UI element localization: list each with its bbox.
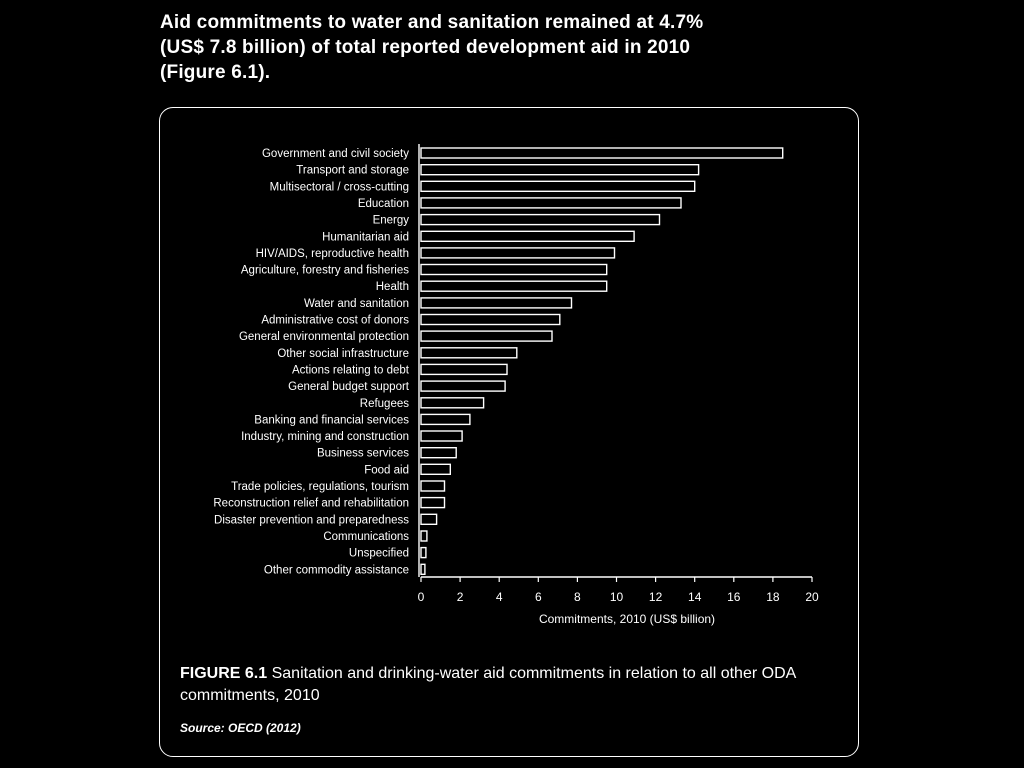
bar-19 — [420, 463, 451, 475]
category-label-16: Banking and financial services — [254, 414, 409, 426]
x-tick-label-1: 2 — [457, 590, 464, 604]
category-label-11: General environmental protection — [239, 331, 409, 343]
bar-4 — [420, 213, 661, 226]
category-label-19: Food aid — [364, 464, 409, 476]
category-label-5: Humanitarian aid — [322, 231, 409, 243]
bar-20 — [420, 480, 446, 492]
source-note: Source: OECD (2012) — [180, 721, 301, 735]
category-label-12: Other social infrastructure — [277, 348, 409, 360]
category-label-2: Multisectoral / cross-cutting — [270, 181, 409, 193]
category-label-13: Actions relating to debt — [292, 364, 410, 376]
bar-10 — [420, 313, 561, 326]
x-tick-label-5: 10 — [610, 590, 624, 604]
heading-line-2: (US$ 7.8 billion) of total reported deve… — [160, 37, 691, 58]
bar-8 — [420, 280, 608, 292]
category-label-0: Government and civil society — [262, 148, 409, 160]
category-label-23: Communications — [323, 531, 409, 543]
category-label-21: Reconstruction relief and rehabilitation — [213, 498, 409, 510]
bar-14 — [420, 380, 506, 392]
category-label-22: Disaster prevention and preparedness — [214, 514, 409, 526]
category-label-1: Transport and storage — [296, 165, 409, 177]
bar-24 — [420, 546, 427, 559]
category-label-4: Energy — [373, 215, 410, 227]
bar-12 — [420, 347, 518, 359]
category-label-15: Refugees — [360, 398, 409, 410]
bars-group — [420, 147, 784, 575]
bar-21 — [420, 496, 446, 509]
heading-line-3: (Figure 6.1). — [160, 62, 271, 83]
category-label-10: Administrative cost of donors — [261, 315, 409, 327]
category-label-9: Water and sanitation — [304, 298, 409, 310]
bar-18 — [420, 447, 457, 459]
bar-25 — [420, 563, 426, 575]
category-label-20: Trade policies, regulations, tourism — [231, 481, 409, 493]
category-label-7: Agriculture, forestry and fisheries — [241, 265, 409, 277]
caption-text: Sanitation and drinking-water aid commit… — [180, 665, 796, 704]
bar-11 — [420, 330, 553, 342]
x-tick-label-6: 12 — [649, 590, 663, 604]
bar-7 — [420, 263, 608, 276]
bar-0 — [420, 147, 784, 159]
category-label-24: Unspecified — [349, 548, 409, 560]
x-tick-label-4: 8 — [574, 590, 581, 604]
category-label-6: HIV/AIDS, reproductive health — [256, 248, 409, 260]
x-tick-label-2: 4 — [496, 590, 503, 604]
category-label-14: General budget support — [288, 381, 410, 393]
page-heading: Aid commitments to water and sanitation … — [160, 10, 860, 85]
caption-figure-label: FIGURE 6.1 — [180, 665, 268, 682]
figure-panel — [159, 107, 859, 757]
bar-17 — [420, 430, 463, 442]
bar-16 — [420, 413, 471, 426]
category-label-17: Industry, mining and construction — [241, 431, 409, 443]
x-axis-title: Commitments, 2010 (US$ billion) — [539, 612, 715, 626]
x-tick-label-3: 6 — [535, 590, 542, 604]
category-label-25: Other commodity assistance — [264, 564, 409, 576]
bar-15 — [420, 397, 485, 409]
bar-6 — [420, 247, 616, 259]
category-label-8: Health — [376, 281, 409, 293]
category-labels-group: Government and civil society Transport an… — [213, 148, 409, 576]
x-axis: 0 2 4 6 8 10 12 14 16 18 20 — [418, 144, 819, 604]
bar-9 — [420, 297, 573, 309]
bar-2 — [420, 180, 696, 193]
bar-5 — [420, 230, 635, 243]
category-label-3: Education — [358, 198, 409, 210]
category-label-18: Business services — [317, 448, 409, 460]
bar-22 — [420, 513, 438, 525]
figure-caption: FIGURE 6.1 Sanitation and drinking-water… — [180, 663, 840, 707]
heading-line-1: Aid commitments to water and sanitation … — [160, 12, 704, 33]
x-tick-label-7: 14 — [688, 590, 702, 604]
bar-13 — [420, 363, 508, 376]
x-tick-label-0: 0 — [418, 590, 425, 604]
x-tick-label-9: 18 — [766, 590, 780, 604]
bar-23 — [420, 530, 428, 542]
bar-1 — [420, 163, 700, 176]
bar-3 — [420, 197, 682, 209]
x-tick-label-8: 16 — [727, 590, 741, 604]
x-tick-label-10: 20 — [805, 590, 819, 604]
